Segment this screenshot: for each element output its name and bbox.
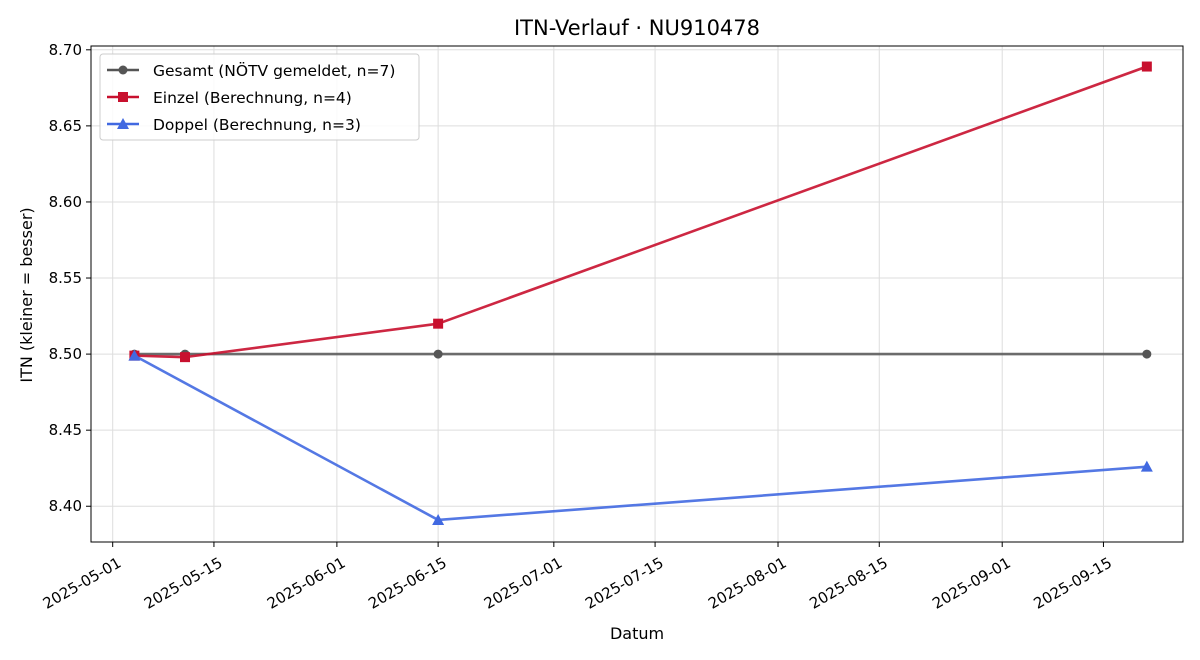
x-tick-label: 2025-09-01: [929, 554, 1014, 613]
legend: Gesamt (NÖTV gemeldet, n=7) Einzel (Berec…: [99, 53, 420, 141]
data-point-gesamt: [433, 349, 443, 359]
data-point-gesamt: [1142, 349, 1152, 359]
x-axis: 2025-05-01 2025-05-15 2025-06-01 2025-06-15…: [40, 542, 1115, 613]
data-point-einzel: [180, 352, 191, 363]
x-axis-title: Datum: [610, 624, 664, 643]
x-tick-label: 2025-08-01: [705, 554, 790, 613]
data-point-doppel: [128, 349, 141, 361]
legend-label-einzel: Einzel (Berechnung, n=4): [153, 89, 352, 107]
series-layer: [128, 61, 1153, 525]
series-doppel: [128, 349, 1153, 525]
x-tick-label: 2025-06-15: [365, 554, 450, 613]
series-line-einzel: [134, 65, 1148, 359]
y-tick-label: 8.60: [49, 193, 82, 211]
legend-box: [99, 53, 420, 141]
legend-label-gesamt: Gesamt (NÖTV gemeldet, n=7): [153, 61, 395, 80]
data-point-einzel: [433, 318, 444, 329]
legend-marker-gesamt: [118, 65, 128, 75]
x-tick-label: 2025-05-15: [141, 554, 226, 613]
data-point-doppel: [432, 513, 445, 525]
x-tick-label: 2025-06-01: [264, 554, 349, 613]
data-point-einzel: [1141, 61, 1152, 72]
y-tick-label: 8.45: [49, 421, 82, 439]
legend-marker-einzel: [118, 92, 128, 102]
chart-title: ITN-Verlauf · NU910478: [514, 16, 760, 40]
legend-marker-doppel: [117, 118, 129, 129]
y-tick-label: 8.55: [49, 269, 82, 287]
y-axis: 8.40 8.45 8.50 8.55 8.60 8.65 8.70: [49, 41, 91, 515]
x-tick-label: 2025-09-15: [1031, 554, 1116, 613]
y-tick-label: 8.50: [49, 345, 82, 363]
plot-frame: [90, 45, 1184, 543]
y-tick-label: 8.40: [49, 497, 82, 515]
y-tick-label: 8.70: [49, 41, 82, 59]
legend-label-doppel: Doppel (Berechnung, n=3): [153, 116, 361, 134]
x-tick-label: 2025-05-01: [40, 554, 125, 613]
series-line-doppel: [133, 354, 1147, 522]
x-tick-label: 2025-07-15: [582, 554, 667, 613]
y-tick-label: 8.65: [49, 117, 82, 135]
x-tick-label: 2025-08-15: [806, 554, 891, 613]
data-point-doppel: [1140, 460, 1153, 472]
y-axis-title: ITN (kleiner = besser): [17, 207, 36, 382]
x-tick-label: 2025-07-01: [481, 554, 566, 613]
series-gesamt: [129, 349, 1152, 359]
